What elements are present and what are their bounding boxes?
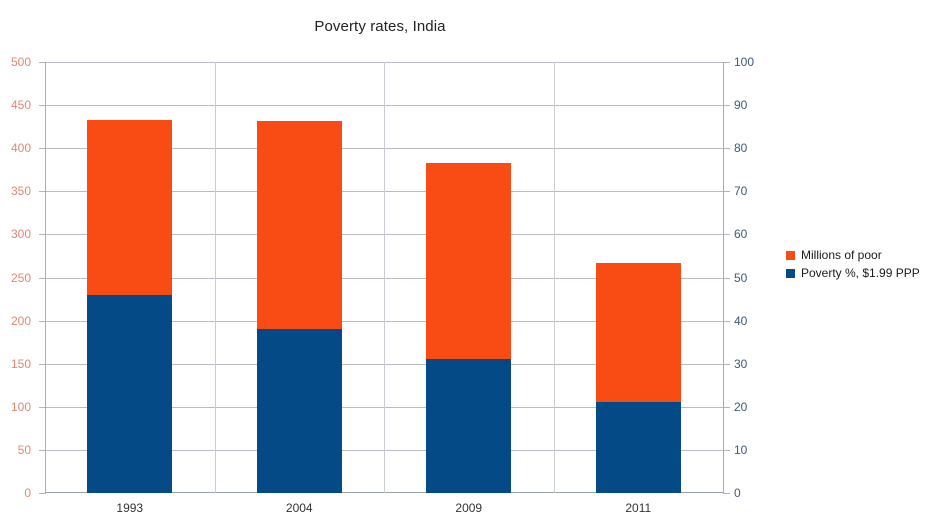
left-axis-tick-label: 100 (10, 399, 31, 414)
left-axis-tick-mark (39, 321, 45, 322)
left-axis-tick-label: 0 (24, 486, 31, 500)
right-axis-tick-mark (724, 364, 730, 365)
right-axis-tick-label: 10 (734, 442, 748, 457)
left-axis-tick-label: 400 (10, 141, 31, 156)
right-axis-spine (723, 62, 724, 494)
left-axis-tick-mark (39, 148, 45, 149)
chart-legend: Millions of poor Poverty %, $1.99 PPP (786, 246, 920, 282)
legend-item-label: Millions of poor (801, 248, 882, 262)
right-axis-tick-mark (724, 321, 730, 322)
legend-swatch-icon (786, 250, 795, 260)
right-axis-tick-mark (724, 278, 730, 279)
left-axis-tick-label: 450 (10, 98, 31, 113)
right-axis-tick-mark (724, 450, 730, 451)
x-axis-tick-label: 2004 (285, 501, 313, 515)
left-axis-tick-label: 150 (10, 356, 31, 371)
bar-poverty-percent[interactable] (426, 359, 511, 493)
right-axis-tick-label: 80 (734, 141, 748, 156)
legend-item-label: Poverty %, $1.99 PPP (801, 266, 920, 280)
chart-title: Poverty rates, India (314, 18, 446, 35)
left-axis-tick-mark (39, 278, 45, 279)
category-separator (554, 62, 555, 493)
left-axis-tick-mark (39, 407, 45, 408)
right-axis-tick-label: 90 (734, 98, 748, 113)
right-axis-tick-label: 60 (734, 227, 748, 242)
bar-poverty-percent[interactable] (87, 295, 172, 493)
category-separator (215, 62, 216, 493)
left-axis-tick-label: 500 (10, 55, 31, 69)
right-axis-tick-label: 20 (734, 399, 748, 414)
left-axis-tick-mark (39, 364, 45, 365)
x-axis-tick-label: 1993 (116, 501, 144, 515)
legend-item[interactable]: Millions of poor (786, 246, 920, 264)
right-axis-tick-label: 30 (734, 356, 748, 371)
left-axis-tick-label: 200 (10, 313, 31, 328)
left-axis-tick-mark (39, 234, 45, 235)
left-axis-tick-label: 250 (10, 270, 31, 285)
left-axis-tick-label: 50 (17, 442, 31, 457)
right-axis-tick-label: 50 (734, 270, 748, 285)
right-axis-tick-mark (724, 234, 730, 235)
left-axis-tick-mark (39, 105, 45, 106)
right-axis-tick-label: 100 (734, 55, 755, 69)
x-axis-tick-label: 2009 (455, 501, 483, 515)
right-axis-tick-mark (724, 407, 730, 408)
left-axis-tick-mark (39, 493, 45, 494)
right-axis-tick-label: 40 (734, 313, 748, 328)
right-axis-tick-mark (724, 191, 730, 192)
right-axis-tick-mark (724, 62, 730, 63)
left-axis-tick-mark (39, 191, 45, 192)
right-axis-tick-label: 70 (734, 184, 748, 199)
legend-item[interactable]: Poverty %, $1.99 PPP (786, 264, 920, 282)
left-axis-tick-mark (39, 450, 45, 451)
left-axis-tick-label: 350 (10, 184, 31, 199)
bar-poverty-percent[interactable] (596, 402, 681, 493)
right-axis-tick-label: 0 (734, 486, 741, 500)
plot-area (45, 62, 723, 493)
category-separator (384, 62, 385, 493)
left-axis-tick-label: 300 (10, 227, 31, 242)
legend-swatch-icon (786, 268, 795, 278)
right-axis-tick-mark (724, 148, 730, 149)
right-axis-tick-mark (724, 105, 730, 106)
left-axis-spine (45, 62, 46, 494)
right-axis-tick-mark (724, 493, 730, 494)
x-axis-tick-label: 2011 (625, 501, 652, 515)
left-axis-tick-mark (39, 62, 45, 63)
bar-poverty-percent[interactable] (257, 329, 342, 493)
